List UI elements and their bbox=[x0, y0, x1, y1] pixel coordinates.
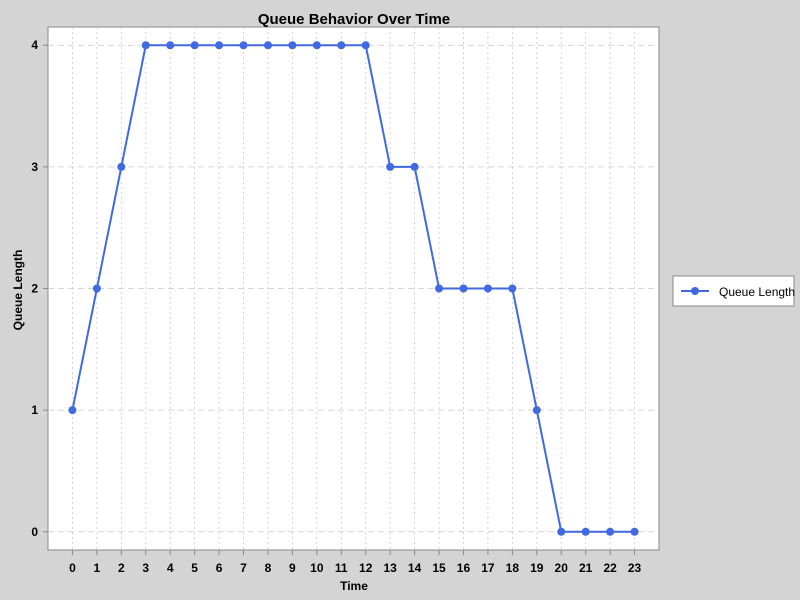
data-point bbox=[581, 527, 590, 536]
x-tick-label: 5 bbox=[191, 561, 198, 575]
x-tick-label: 14 bbox=[408, 561, 422, 575]
y-tick-label: 4 bbox=[31, 38, 38, 52]
x-tick-label: 10 bbox=[310, 561, 324, 575]
x-tick-label: 15 bbox=[432, 561, 446, 575]
data-point bbox=[312, 41, 321, 50]
data-point bbox=[117, 162, 126, 171]
data-point bbox=[215, 41, 224, 50]
data-point bbox=[337, 41, 346, 50]
x-tick-label: 12 bbox=[359, 561, 373, 575]
x-tick-label: 16 bbox=[457, 561, 471, 575]
y-tick-label: 0 bbox=[31, 525, 38, 539]
x-tick-label: 0 bbox=[69, 561, 76, 575]
legend-series-marker bbox=[691, 287, 699, 295]
data-point bbox=[288, 41, 297, 50]
data-point bbox=[483, 284, 492, 293]
x-tick-label: 19 bbox=[530, 561, 544, 575]
y-tick-label: 3 bbox=[31, 160, 38, 174]
legend-series-label: Queue Length bbox=[719, 285, 795, 299]
x-tick-label: 22 bbox=[603, 561, 617, 575]
data-point bbox=[630, 527, 639, 536]
axes: 0 1 2 3 4 5 6 7 8 9 10 11 12 13 14 15 16 17 18 19 20 21 22 2301… bbox=[31, 38, 641, 575]
x-tick-label: 8 bbox=[265, 561, 272, 575]
x-tick-label: 20 bbox=[555, 561, 569, 575]
x-tick-label: 18 bbox=[506, 561, 520, 575]
y-axis-label: Queue Length bbox=[11, 250, 25, 331]
series-layer bbox=[68, 41, 639, 536]
x-tick-label: 17 bbox=[481, 561, 495, 575]
x-tick-label: 3 bbox=[142, 561, 149, 575]
data-point bbox=[606, 527, 615, 536]
data-point bbox=[263, 41, 272, 50]
data-point bbox=[410, 162, 419, 171]
x-axis-label: Time bbox=[340, 579, 368, 593]
data-point bbox=[459, 284, 468, 293]
data-point bbox=[190, 41, 199, 50]
x-tick-label: 1 bbox=[94, 561, 101, 575]
data-point bbox=[68, 406, 77, 415]
y-tick-label: 1 bbox=[31, 403, 38, 417]
chart-title: Queue Behavior Over Time bbox=[258, 11, 450, 28]
series-line bbox=[71, 44, 635, 533]
x-tick-label: 21 bbox=[579, 561, 593, 575]
data-point bbox=[386, 162, 395, 171]
y-tick-label: 2 bbox=[31, 282, 38, 296]
data-point bbox=[166, 41, 175, 50]
x-tick-label: 9 bbox=[289, 561, 296, 575]
x-tick-label: 7 bbox=[240, 561, 247, 575]
x-tick-label: 4 bbox=[167, 561, 174, 575]
x-tick-label: 2 bbox=[118, 561, 125, 575]
data-point bbox=[361, 41, 370, 50]
x-tick-label: 23 bbox=[628, 561, 642, 575]
legend: Queue Length bbox=[672, 275, 795, 307]
data-point bbox=[435, 284, 444, 293]
data-point bbox=[557, 527, 566, 536]
data-point bbox=[532, 406, 541, 415]
x-tick-label: 6 bbox=[216, 561, 223, 575]
data-point bbox=[239, 41, 248, 50]
x-tick-label: 13 bbox=[383, 561, 397, 575]
data-point bbox=[141, 41, 150, 50]
data-point bbox=[92, 284, 101, 293]
data-point bbox=[508, 284, 517, 293]
x-tick-label: 11 bbox=[335, 561, 348, 575]
